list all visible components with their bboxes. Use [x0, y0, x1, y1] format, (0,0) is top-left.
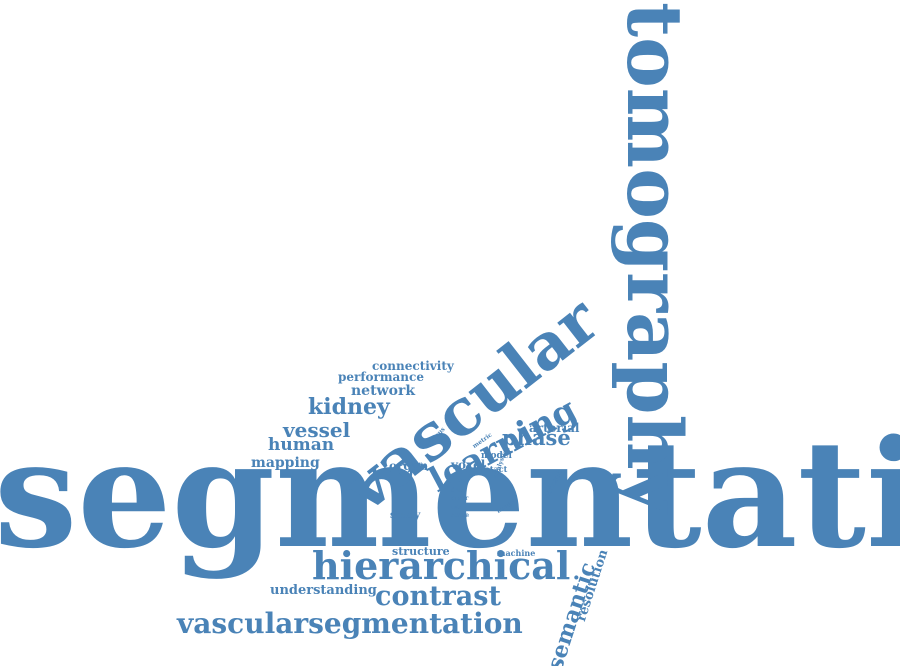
word-contrast: contrast — [375, 581, 501, 612]
word-model: model — [481, 451, 512, 461]
word-voxel: voxel — [451, 458, 486, 472]
word-hierarchical: hierarchical — [312, 543, 571, 588]
word-organ: organ — [389, 459, 429, 473]
word-tomography: tomography — [610, 2, 699, 514]
word-structure: structure — [392, 545, 450, 558]
word-data: data — [451, 487, 466, 494]
word-network: network — [351, 383, 416, 399]
word-segmentation: segmentation — [0, 407, 900, 581]
word-intact: intact — [481, 464, 508, 474]
word-review: review — [400, 461, 422, 468]
word-score: score — [451, 512, 470, 519]
word-connectivity: connectivity — [372, 359, 454, 373]
word-phase: phase — [502, 425, 571, 450]
word-human: human — [268, 435, 335, 455]
word-arterial: arterial — [529, 421, 580, 435]
word-vessel: vessel — [283, 418, 351, 442]
word-error: error — [451, 495, 469, 502]
word-kidney: kidney — [308, 394, 390, 420]
word-machine: machine — [497, 548, 536, 558]
word-case: case — [451, 504, 466, 511]
word-understanding: understanding — [270, 583, 377, 598]
word-performance: performance — [338, 370, 424, 384]
word-mapping: mapping — [251, 455, 320, 471]
word-vascularsegmentation: vascularsegmentation — [177, 607, 523, 640]
word-study: study — [390, 510, 421, 521]
